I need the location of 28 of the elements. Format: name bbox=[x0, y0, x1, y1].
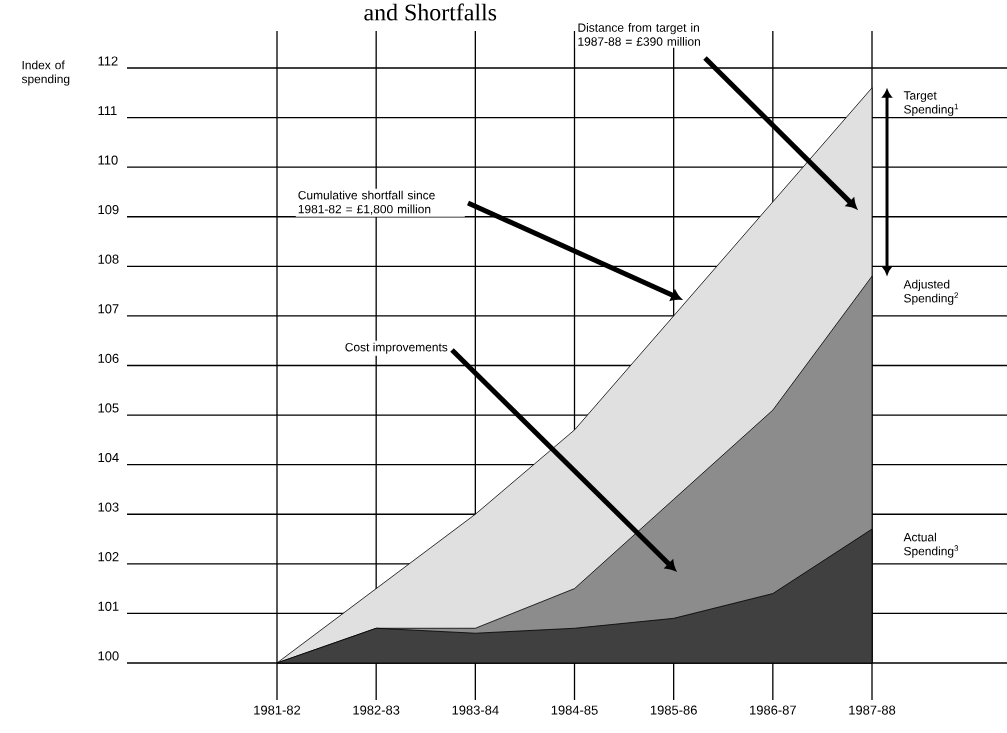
y-tick-label: 104 bbox=[98, 452, 119, 463]
y-tick-label: 111 bbox=[98, 106, 117, 116]
y-tick-label: 105 bbox=[98, 403, 119, 413]
y-axis-title: Index of spending bbox=[21, 60, 70, 86]
x-tick-label: 1986-87 bbox=[750, 705, 796, 715]
x-tick-label: 1981-82 bbox=[254, 705, 301, 715]
y-tick-label: 103 bbox=[98, 502, 119, 512]
x-tick-label: 1985-86 bbox=[650, 705, 697, 715]
text: Adjusted Spending$^{2}$ bbox=[903, 279, 959, 305]
text: Actual Spending$^{3}$ bbox=[903, 532, 959, 558]
chart-title: and Shortfalls bbox=[364, 3, 497, 21]
y-tick-label: 110 bbox=[98, 155, 118, 165]
x-tick-label: 1984-85 bbox=[551, 705, 598, 715]
y-tick-label: 106 bbox=[98, 353, 119, 363]
annotation: Cost improvements bbox=[345, 342, 448, 354]
y-tick-label: 102 bbox=[98, 552, 119, 562]
x-tick-label: 1982-83 bbox=[353, 705, 400, 715]
x-tick-label: 1987-88 bbox=[849, 705, 896, 715]
annotation: Cumulative shortfall since 1981-82 = £1,800 million bbox=[298, 190, 435, 215]
y-tick-label: 108 bbox=[98, 254, 119, 264]
y-tick-label: 112 bbox=[98, 56, 118, 66]
y-tick-label: 107 bbox=[98, 304, 119, 314]
x-tick-label: 1983-84 bbox=[452, 705, 499, 715]
y-tick-label: 109 bbox=[98, 205, 119, 215]
y-tick-label: 101 bbox=[98, 601, 119, 611]
text: Target Spending$^{1}$ bbox=[903, 91, 959, 116]
y-tick-label: 100 bbox=[98, 651, 119, 661]
text: Distance from target in 1987-88 = £390 million bbox=[578, 23, 700, 46]
